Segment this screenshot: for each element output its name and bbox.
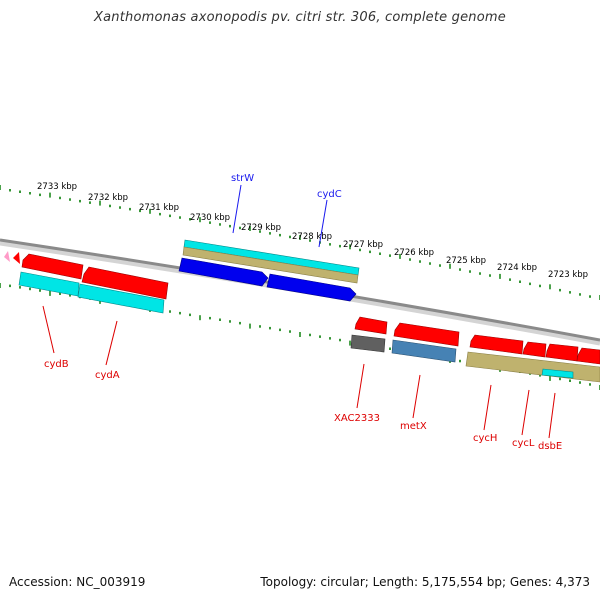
gene-cydB-red[interactable]	[21, 253, 84, 280]
gene-olive-forward[interactable]	[182, 246, 359, 284]
gene-dsbE-red[interactable]	[545, 343, 579, 362]
gene-red-right-edge[interactable]	[576, 347, 600, 365]
gene-metX-steel[interactable]	[391, 339, 457, 363]
accession-text: Accession: NC_003919	[9, 575, 146, 589]
axis-label: 2724 kbp	[497, 263, 537, 273]
leader-cycL	[521, 389, 530, 436]
outer-tick-ring	[0, 185, 600, 300]
gene-label-dsbE[interactable]: dsbE	[538, 441, 562, 452]
leader-cydB	[42, 305, 55, 354]
gene-metX-red[interactable]	[393, 322, 460, 347]
gene-XAC2333-red[interactable]	[354, 316, 388, 335]
gene-label-metX[interactable]: metX	[400, 421, 427, 432]
gene-cydA-red[interactable]	[81, 266, 169, 300]
map-title: Xanthomonas axonopodis pv. citri str. 30…	[94, 10, 506, 25]
gene-cydA-cyan[interactable]	[77, 283, 165, 314]
axis-label: 2729 kbp	[241, 223, 281, 233]
forward-strand-features	[178, 239, 360, 302]
label-leaders	[42, 184, 556, 439]
axis-label: 2732 kbp	[88, 193, 128, 203]
axis-label: 2723 kbp	[548, 270, 588, 280]
axis-label: 2727 kbp	[343, 240, 383, 250]
gene-label-cydB[interactable]: cydB	[44, 359, 69, 370]
gene-cydC[interactable]	[266, 273, 357, 302]
leader-XAC2333	[356, 363, 365, 409]
axis-label: 2725 kbp	[446, 256, 486, 266]
gene-strW[interactable]	[178, 257, 269, 287]
axis-label: 2731 kbp	[139, 203, 179, 213]
reverse-strand-features	[4, 251, 600, 383]
gene-cycH-red[interactable]	[469, 334, 524, 355]
axis-labels: 2733 kbp 2732 kbp 2731 kbp 2730 kbp 2729…	[37, 182, 588, 280]
gene-pink-small[interactable]	[4, 251, 10, 262]
gene-label-cycH[interactable]: cycH	[473, 433, 497, 444]
gene-label-cydC[interactable]: cydC	[317, 189, 342, 200]
leader-cydA	[105, 320, 118, 366]
topology-summary: Topology: circular; Length: 5,175,554 bp…	[260, 575, 590, 589]
axis-label: 2728 kbp	[292, 232, 332, 242]
leader-strW	[232, 184, 242, 234]
gene-label-cycL[interactable]: cycL	[512, 438, 535, 449]
gene-cycL-red[interactable]	[522, 341, 547, 358]
gene-red-small-left[interactable]	[13, 252, 20, 264]
leader-cycH	[483, 384, 492, 431]
axis-label: 2726 kbp	[394, 248, 434, 258]
axis-label: 2733 kbp	[37, 182, 77, 192]
leader-metX	[412, 374, 421, 419]
gene-labels: strW cydC cydB cydA XAC2333 metX cycH cy…	[44, 173, 562, 452]
leader-dsbE	[548, 392, 556, 439]
gene-cyan-reverse[interactable]	[541, 368, 574, 379]
leader-cydC	[318, 199, 328, 248]
gene-label-cydA[interactable]: cydA	[95, 370, 120, 381]
axis-label: 2730 kbp	[190, 213, 230, 223]
gene-label-XAC2333[interactable]: XAC2333	[334, 413, 380, 424]
gene-XAC2333-gray[interactable]	[350, 334, 386, 353]
gene-label-strW[interactable]: strW	[231, 173, 254, 184]
